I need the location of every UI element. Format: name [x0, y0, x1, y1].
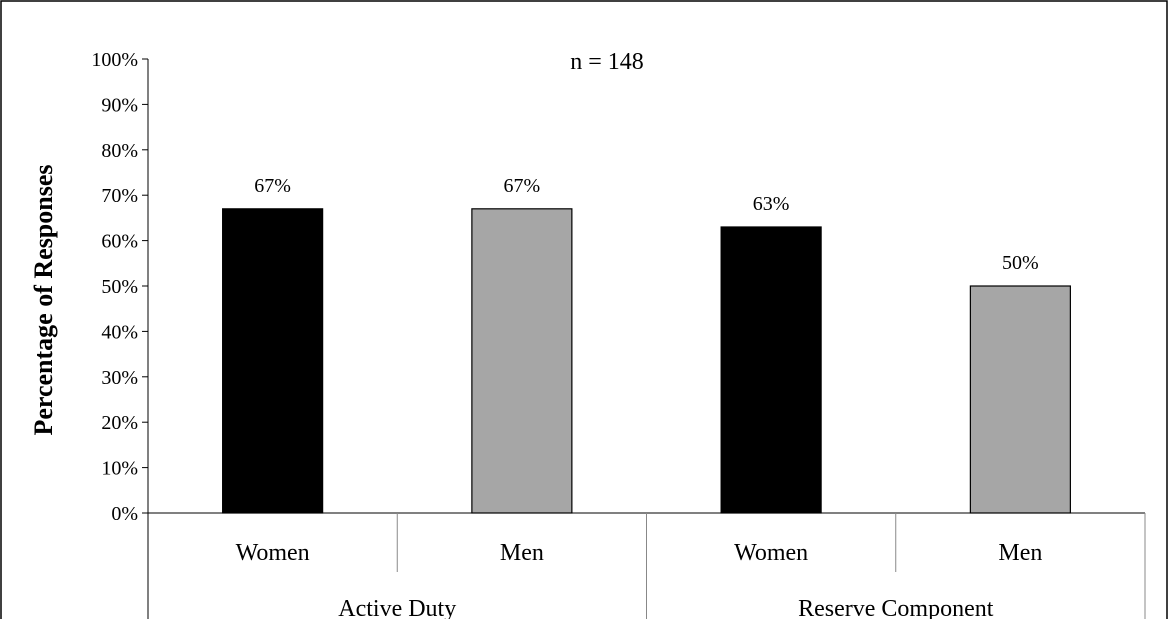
bar — [969, 285, 1071, 514]
y-tick-label: 40% — [101, 321, 138, 343]
data-label: 67% — [504, 175, 541, 197]
y-tick-label: 80% — [101, 140, 138, 162]
data-label: 63% — [753, 193, 790, 215]
y-tick-label: 10% — [101, 458, 138, 480]
y-tick-label: 100% — [91, 49, 138, 71]
bar — [720, 226, 822, 514]
x-category-label: Women — [734, 540, 808, 566]
data-label: 67% — [254, 175, 291, 197]
x-group-label: Reserve Component — [798, 596, 994, 619]
y-tick-label: 90% — [101, 94, 138, 116]
y-tick-label: 0% — [111, 503, 138, 525]
x-group-label: Active Duty — [338, 596, 456, 619]
bar-layer — [222, 208, 1071, 514]
bar — [471, 208, 573, 514]
bar — [222, 208, 324, 514]
y-tick-label: 60% — [101, 231, 138, 253]
y-tick-label: 30% — [101, 367, 138, 389]
x-category-label: Men — [500, 540, 544, 566]
y-tick-label: 70% — [101, 185, 138, 207]
y-tick-label: 50% — [101, 276, 138, 298]
y-axis-title: Percentage of Responses — [29, 164, 58, 435]
y-tick-label: 20% — [101, 412, 138, 434]
label-layer: 0% 10% 20% 30% 40% 50% 60% 70% 80% 90% 100% 67% Wome… — [91, 49, 1042, 622]
x-category-label: Women — [236, 540, 310, 566]
sample-size-note: n = 148 — [570, 49, 644, 75]
data-label: 50% — [1002, 252, 1039, 274]
x-category-label: Men — [998, 540, 1042, 566]
